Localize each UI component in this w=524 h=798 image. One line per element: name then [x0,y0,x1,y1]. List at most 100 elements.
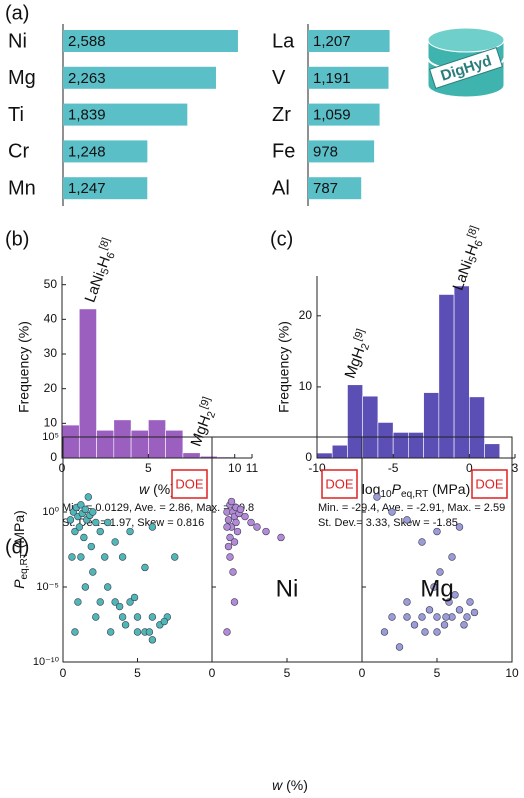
stats: St. Dev.= 3.33, Skew = -1.85 [318,517,458,529]
point [448,553,456,561]
point [451,591,459,599]
point [229,568,237,576]
point [111,538,119,546]
bar [316,452,333,459]
x-tick-label: 5 [284,666,291,680]
point [430,583,438,591]
point [80,533,88,542]
annotation: LaNi5H6[8] [79,236,122,305]
doe-label: DOE [325,476,354,491]
point [133,628,142,636]
x-tick-label: 5 [145,461,152,475]
bar [61,424,80,459]
point [445,598,453,606]
y-axis-label: Frequency (%) [276,321,292,413]
value-label: 1,839 [68,107,106,124]
point [455,523,464,531]
bar [392,432,409,459]
label-part: (%) [282,777,308,793]
x-tick-label: 3 [512,461,519,475]
logo-top [427,27,505,53]
bar [423,392,440,459]
y-tick-label: 0 [305,450,312,464]
y-tick-label: 0 [50,450,57,464]
point [77,553,85,561]
label-part: (MPa) [428,481,470,497]
point [421,628,429,636]
label-part: eq,RT [401,489,428,500]
point [236,505,245,514]
y-tick-label: 10⁰ [42,506,59,518]
x-tick-label: 0 [359,666,366,680]
point [96,527,104,536]
point [224,516,233,524]
label-part: (MPa) [11,510,27,552]
point [101,553,109,561]
point [111,598,119,606]
point [89,508,97,516]
point [126,598,134,606]
point [71,628,79,636]
point [433,527,441,536]
bar [63,30,238,52]
panel-name: Ni [276,575,299,602]
logo: DigHyd [427,27,505,98]
point [103,583,112,591]
point [380,628,389,636]
point [66,516,75,524]
stats: Min. = 0.0129, Ave. = 2.86, Max. = 10.8 [62,502,254,514]
category-label: Fe [272,141,295,163]
point [440,621,449,629]
bar [469,396,485,459]
point [232,518,240,527]
bar [148,419,166,459]
label-part: P [11,579,27,589]
point [262,527,270,536]
label-part: 5 [99,267,112,277]
bar [63,66,216,89]
value-label: 787 [313,180,338,197]
category-label: V [272,67,286,89]
value-label: 1,191 [313,70,351,87]
point [81,505,90,514]
point [118,613,127,621]
point [121,621,130,629]
x-tick-label: 0 [59,461,66,475]
bar [63,103,188,126]
label-part: 5 [467,255,480,265]
bar [453,285,470,459]
point [145,628,154,636]
point [77,501,85,509]
x-axis-label: w (%) [139,481,175,497]
point [395,643,404,651]
category-label: Cr [8,141,29,163]
bar [377,422,394,459]
point [410,621,419,629]
y-tick-label: 10⁻¹⁰ [33,656,60,668]
y-tick-label: 10 [299,379,313,393]
bar [308,66,389,89]
point [455,606,464,614]
panel-label: (d) [5,536,29,558]
y-tick-label: 20 [299,308,313,322]
x-tick-label: 5 [134,666,141,680]
x-axis-label: w (%) [272,777,308,793]
stats: Min. = -29.4, Ave. = -2.91, Max. = 2.59 [318,502,505,514]
y-tick-label: 30 [44,346,58,360]
doe-box [471,469,508,499]
y-axis-label: Frequency (%) [16,321,32,413]
label-part: w [139,481,150,497]
point [247,518,255,527]
y-tick-label: 10⁻⁵ [36,581,59,593]
category-label: La [272,30,295,52]
bar [347,384,363,459]
label-part: (%) [149,481,175,497]
bar [408,432,424,459]
label-part: 2 [205,410,218,420]
point [403,598,411,606]
bar [165,429,184,459]
point [463,613,471,621]
point [126,527,134,536]
point [115,602,124,611]
annotation: MgH2[9] [185,395,223,449]
